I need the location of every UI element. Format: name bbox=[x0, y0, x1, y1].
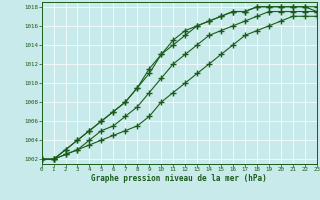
X-axis label: Graphe pression niveau de la mer (hPa): Graphe pression niveau de la mer (hPa) bbox=[91, 174, 267, 183]
